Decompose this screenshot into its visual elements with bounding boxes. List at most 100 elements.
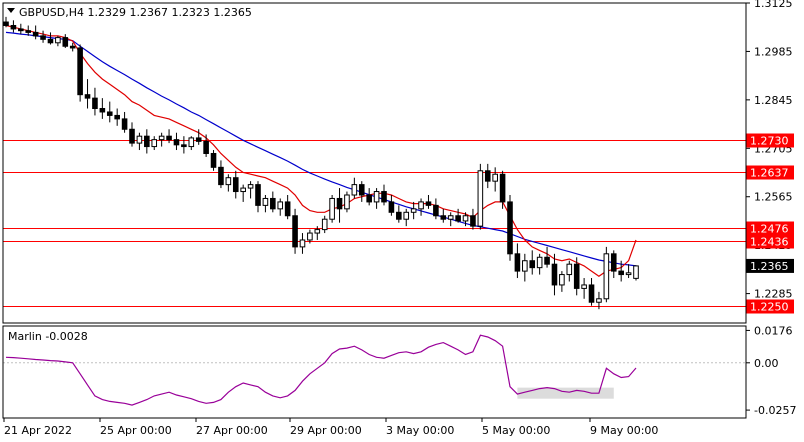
candle-body xyxy=(18,28,24,32)
candle-body xyxy=(32,31,39,37)
candle-body xyxy=(477,170,484,227)
candle xyxy=(114,108,120,126)
candle-body xyxy=(381,191,387,203)
level-tag xyxy=(746,234,794,249)
candle xyxy=(62,34,69,48)
indicator-panel xyxy=(5,334,637,406)
candle xyxy=(270,191,276,213)
candle xyxy=(418,198,424,216)
candle xyxy=(32,25,39,40)
candle-body xyxy=(129,128,135,144)
candle-body xyxy=(55,37,61,44)
candle-body xyxy=(84,94,91,99)
candle xyxy=(336,188,343,223)
candle-body xyxy=(603,253,610,300)
candle xyxy=(366,188,372,206)
candle-body xyxy=(559,274,565,286)
candle-body xyxy=(284,201,291,217)
candle xyxy=(218,160,224,189)
candle xyxy=(321,215,328,234)
date-label: 3 May 00:00 xyxy=(386,424,454,437)
candle-body xyxy=(588,284,595,303)
candle-body xyxy=(625,272,632,276)
candle xyxy=(618,260,624,282)
candle xyxy=(203,134,209,157)
candle xyxy=(484,163,491,189)
candle-body xyxy=(232,177,239,193)
candle-body xyxy=(329,197,335,220)
candle xyxy=(210,150,217,171)
candle xyxy=(633,265,639,281)
level-tag xyxy=(746,221,794,236)
candle-body xyxy=(373,191,380,203)
candle xyxy=(77,44,83,102)
candle xyxy=(262,195,269,213)
candle xyxy=(373,188,380,209)
candle-body xyxy=(321,218,328,231)
candle xyxy=(329,195,335,223)
candle-body xyxy=(144,135,150,148)
candle-body xyxy=(77,47,83,96)
price-tick-label: 1.2565 xyxy=(754,191,793,204)
indicator-tick-label: 0.0176 xyxy=(754,324,793,337)
candle xyxy=(522,253,528,282)
candle-body xyxy=(536,256,543,269)
main-panel-border xyxy=(2,2,747,324)
candle xyxy=(425,195,432,209)
candle-body xyxy=(492,173,498,182)
candle xyxy=(69,42,76,52)
candle-body xyxy=(388,201,395,213)
candle xyxy=(573,257,580,296)
candle xyxy=(625,264,632,279)
candle-body xyxy=(499,173,506,203)
indicator-tick-label: 0.00 xyxy=(754,357,779,370)
candle-body xyxy=(195,137,202,142)
candle xyxy=(529,250,536,275)
candle-body xyxy=(292,215,298,248)
level-tag xyxy=(746,165,794,180)
date-label: 5 May 00:00 xyxy=(482,424,550,437)
candle-body xyxy=(262,197,269,206)
candle-body xyxy=(314,229,321,234)
slow-moving-average-line xyxy=(5,31,637,267)
date-label: 29 Apr 00:00 xyxy=(290,424,362,437)
level-tag-label: 1.2476 xyxy=(750,223,789,236)
candle-body xyxy=(270,197,276,210)
dropdown-triangle-icon[interactable] xyxy=(7,8,15,13)
candle-body xyxy=(544,256,550,265)
candle-body xyxy=(418,201,424,210)
candle-body xyxy=(462,215,469,222)
candle xyxy=(307,229,313,244)
candle xyxy=(40,30,46,43)
candle-body xyxy=(433,204,439,217)
date-axis: 21 Apr 2022 25 Apr 00:00 27 Apr 00:00 29 Ap… xyxy=(3,418,658,437)
candle xyxy=(507,195,513,261)
candle xyxy=(410,201,417,220)
candle xyxy=(610,250,617,279)
candle-body xyxy=(151,139,158,148)
candle xyxy=(588,278,595,306)
candle xyxy=(188,136,195,151)
candle xyxy=(462,212,469,227)
price-tick-label: 1.2845 xyxy=(754,94,793,107)
candle-body xyxy=(225,177,232,186)
candle-body xyxy=(358,184,365,196)
candle xyxy=(477,163,484,230)
candle xyxy=(388,195,395,216)
candle xyxy=(299,233,306,254)
candle xyxy=(232,170,239,199)
horizontal-levels[interactable] xyxy=(3,140,746,307)
candle-body xyxy=(47,38,54,44)
date-label: 21 Apr 2022 xyxy=(4,424,72,437)
candle-body xyxy=(188,137,195,148)
level-tag xyxy=(746,299,794,314)
candle xyxy=(277,198,284,216)
candle-body xyxy=(218,166,224,186)
candle-body xyxy=(40,35,46,40)
candle-body xyxy=(299,239,306,248)
candle-body xyxy=(173,139,180,146)
candle xyxy=(129,122,135,147)
candle-body xyxy=(106,111,113,116)
